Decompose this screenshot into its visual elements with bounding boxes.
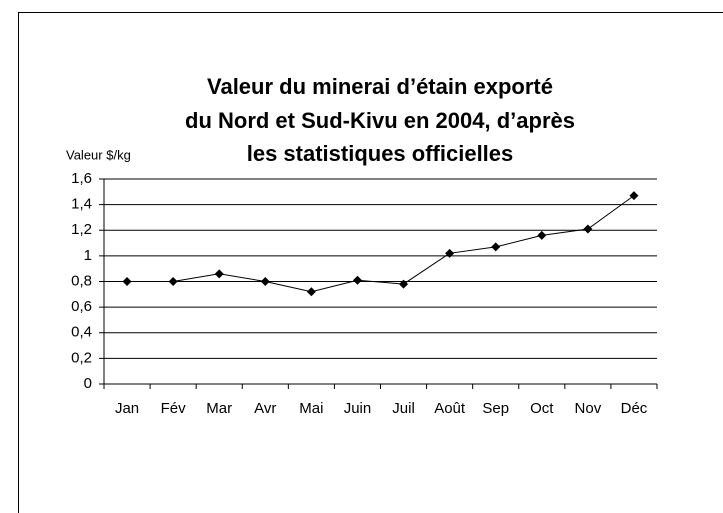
marker [214,269,224,279]
marker [168,277,178,286]
chart-title: du Nord et Sud-Kivu en 2004, d’après [185,108,575,133]
marker [399,279,409,289]
y-tick-label: 0,6 [71,298,92,315]
y-tick-label: 1,6 [71,170,92,187]
y-tick-label: 1,2 [71,221,92,238]
x-tick-label: Mai [299,400,323,417]
line [127,195,635,293]
x-tick-label: Fév [161,400,187,417]
x-tick-label: Sep [482,400,509,417]
x-tick-label: Nov [575,400,602,417]
x-tick-label: Août [434,400,466,417]
marker [306,287,316,297]
chart-title: les statistiques officielles [247,141,514,166]
marker [260,277,270,286]
marker [629,191,639,201]
y-tick-label: 0,4 [71,324,92,341]
x-tick-label: Juil [392,400,415,417]
y-tick-label: 0,2 [71,349,92,366]
y-axis-label: Valeur $/kg [66,147,131,162]
marker [537,230,547,240]
x-tick-label: Jan [115,400,139,417]
marker [583,224,593,234]
x-tick-label: Oct [530,400,554,417]
marker [491,242,501,252]
x-tick-label: Mar [206,400,232,417]
chart-title: Valeur du minerai d’étain exporté [207,74,553,99]
y-tick-label: 1 [84,247,92,264]
y-tick-label: 1,4 [71,196,92,213]
frame [18,12,723,513]
x-tick-label: Avr [254,400,276,417]
marker [352,275,362,285]
x-tick-label: Juin [344,400,372,417]
x-tick-label: Déc [621,400,648,417]
y-tick-label: 0,8 [71,272,92,289]
marker [445,248,455,258]
y-tick-label: 0 [84,375,92,392]
marker [122,277,132,286]
